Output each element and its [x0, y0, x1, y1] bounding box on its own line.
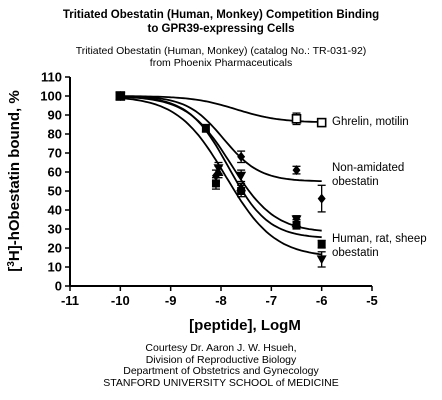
data-point-s3-1: [201, 124, 210, 133]
x-tick-label: -10: [111, 293, 130, 308]
data-point-s0-2: [316, 117, 327, 128]
annotation-0-line-0: Ghrelin, motilin: [332, 116, 409, 128]
x-axis-label: [peptide], LogM: [189, 317, 301, 334]
x-tick-label: -11: [61, 293, 79, 308]
chart-subtitle-line2: from Phoenix Pharmaceuticals: [149, 57, 293, 69]
annotations: Ghrelin, motilin Non-amidated obestatin Hum…: [332, 116, 427, 259]
data-point-s0-1: [291, 114, 302, 124]
x-tick-label: -7: [266, 293, 278, 308]
y-tick-label: 90: [48, 108, 62, 123]
x-tick-label: -9: [165, 293, 177, 308]
fit-curve-1: [120, 95, 322, 182]
data-point-s4-3: [291, 218, 302, 228]
footer-line3: Department of Obstetrics and Gynecology: [123, 365, 319, 377]
annotation-2-line-0: Human, rat, sheep: [332, 233, 427, 245]
y-axis-label-rest: H]-hObestatin bound, %: [6, 90, 23, 261]
y-axis-label-sup: 3: [6, 261, 17, 267]
y-tick-label: 30: [48, 222, 62, 237]
fit-curve-4: [120, 96, 322, 232]
footer-line2: Division of Reproductive Biology: [145, 353, 297, 366]
y-tick-label: 100: [40, 89, 62, 104]
x-tick-label: -6: [316, 293, 328, 308]
fit-curve-0: [120, 95, 322, 123]
x-tick-label: -8: [215, 293, 227, 308]
y-axis-label-open: [: [6, 267, 23, 272]
y-tick-label: 60: [48, 165, 62, 180]
annotation-2-line-1: obestatin: [332, 247, 379, 259]
data-point-s3-2: [211, 179, 220, 188]
y-axis-label: [3H]-hObestatin bound, %: [6, 90, 24, 271]
data-point-s1-3: [292, 165, 301, 176]
data-point-s4-1: [213, 167, 224, 176]
chart-title-line2: to GPR39-expressing Cells: [147, 23, 295, 35]
data-point-s1-2: [237, 151, 246, 162]
y-tick-label: 0: [55, 279, 62, 294]
axes: 0 10 20 30 40 50 60 70 80 90 100 110 -11 -10 -9 -8 -7 -6 -…: [40, 70, 377, 309]
data-point-s2-2: [236, 171, 247, 181]
annotation-1-line-1: obestatin: [332, 176, 379, 188]
chart-title-line1: Tritiated Obestatin (Human, Monkey) Comp…: [62, 9, 380, 21]
y-tick-label: 70: [48, 146, 62, 161]
y-tick-label: 80: [48, 127, 62, 142]
y-tick-label: 110: [41, 70, 62, 85]
annotation-1-line-0: Non-amidated: [332, 162, 404, 174]
data-point-s1-4: [317, 193, 326, 204]
chart-title: Tritiated Obestatin (Human, Monkey) Comp…: [0, 8, 442, 36]
data-point-s4-2: [236, 182, 247, 192]
x-tick-label: -5: [366, 293, 378, 308]
y-tick-label: 20: [48, 241, 62, 256]
chart-subtitle: Tritiated Obestatin (Human, Monkey) (cat…: [0, 45, 442, 69]
data-point-s2-4: [316, 255, 327, 265]
data-points: [115, 91, 327, 268]
y-tick-label: 50: [48, 184, 62, 199]
data-point-s4-0: [115, 91, 126, 100]
footer-line1: Courtesy Dr. Aaron J. W. Hsueh,: [145, 342, 297, 354]
footer-line4: STANFORD UNIVERSITY SCHOOL of MEDICINE: [103, 376, 339, 389]
chart-subtitle-line1: Tritiated Obestatin (Human, Monkey) (cat…: [75, 45, 367, 57]
data-point-s3-5: [317, 240, 326, 249]
credits-footer: Courtesy Dr. Aaron J. W. Hsueh, Division…: [0, 342, 442, 389]
fit-curve-2: [120, 97, 322, 256]
y-tick-label: 10: [48, 260, 62, 275]
y-tick-label: 40: [48, 203, 62, 218]
